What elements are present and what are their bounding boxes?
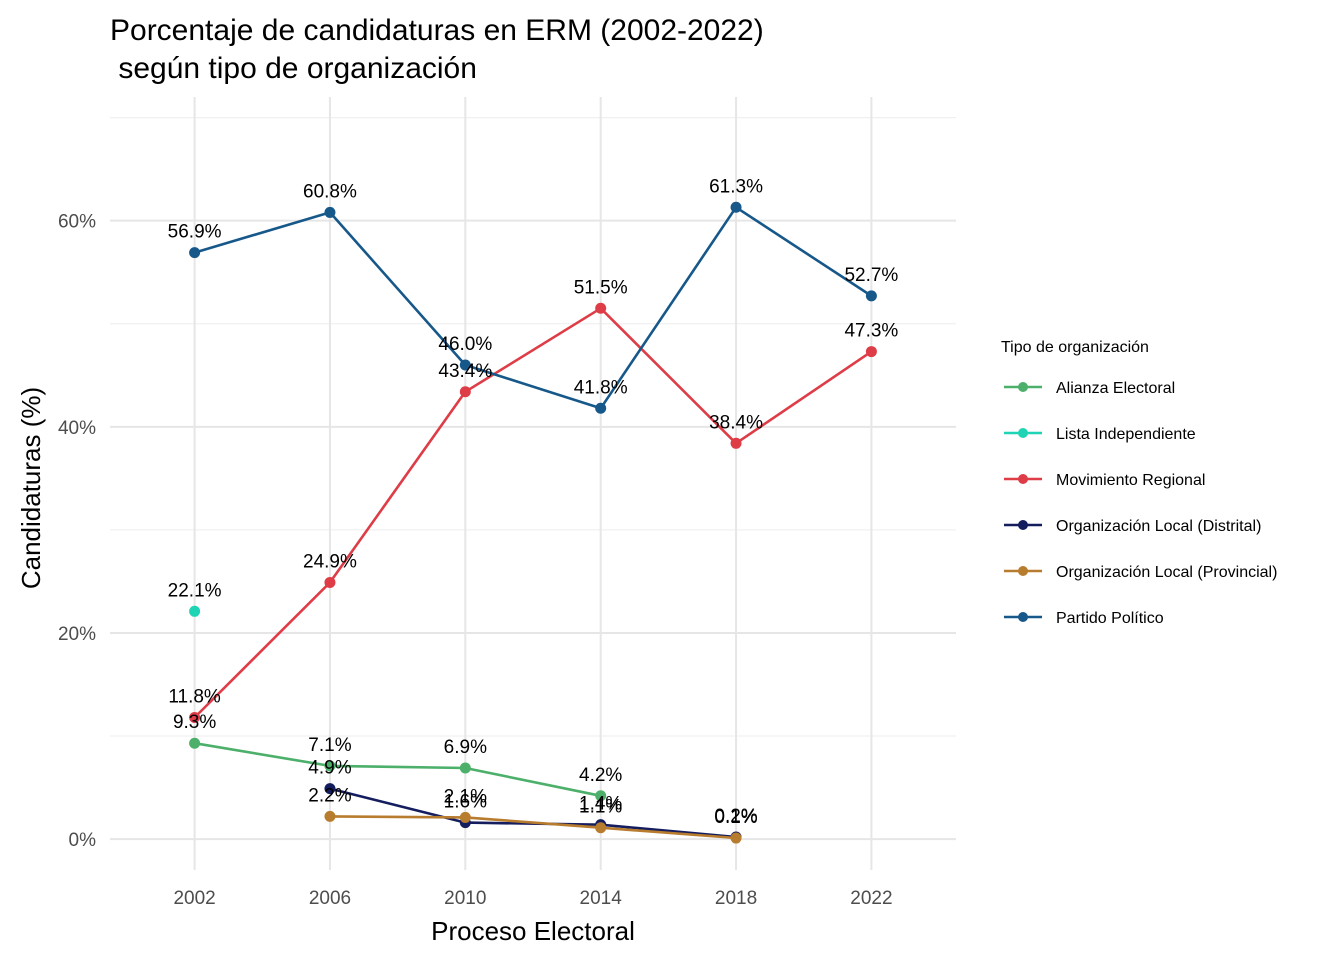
data-label: 38.4% [709, 412, 763, 433]
legend: Tipo de organización Alianza Electoral Li… [1001, 339, 1277, 627]
series-line [194, 741, 601, 798]
data-point [730, 437, 742, 449]
data-point [459, 762, 471, 774]
data-label: 22.1% [168, 580, 222, 601]
data-point [730, 201, 742, 213]
legend-item: Organización Local (Provincial) [1004, 564, 1277, 581]
data-point [595, 790, 607, 802]
series-lista-independiente [189, 605, 201, 617]
x-tick-label: 2014 [580, 888, 623, 909]
data-point [459, 359, 471, 371]
data-point [324, 576, 336, 588]
data-point [189, 711, 201, 723]
data-label: 6.9% [444, 737, 487, 758]
legend-key-point [1018, 520, 1028, 530]
series-partido-pol-tico [189, 201, 877, 414]
legend-label: Lista Independiente [1056, 426, 1196, 443]
data-label: 2.1% [444, 786, 487, 807]
data-label: 4.9% [308, 758, 351, 779]
legend-key-point [1018, 566, 1028, 576]
series-line [194, 206, 873, 410]
y-tick-label: 0% [69, 830, 97, 851]
y-tick-label: 20% [58, 624, 96, 645]
series-line [329, 815, 737, 840]
data-label: 43.4% [438, 361, 492, 382]
axes: Proceso Electoral Candidaturas (%) 0% 20%… [16, 212, 893, 946]
data-label: 24.9% [303, 551, 357, 572]
legend-item: Lista Independiente [1004, 426, 1196, 443]
data-label: 4.2% [579, 765, 622, 786]
x-tick-label: 2018 [715, 888, 757, 909]
data-label: 0.1% [714, 807, 757, 828]
data-point [324, 760, 336, 772]
data-label: 1.4% [579, 794, 622, 815]
x-tick-label: 2022 [850, 888, 892, 909]
data-label: 7.1% [308, 735, 351, 756]
data-point [189, 247, 201, 259]
chart-subtitle: según tipo de organización [110, 52, 477, 85]
legend-key-point [1018, 382, 1028, 392]
data-label: 47.3% [844, 321, 898, 342]
legend-label: Movimiento Regional [1056, 472, 1205, 489]
data-label: 51.5% [574, 277, 628, 298]
data-label: 41.8% [574, 377, 628, 398]
x-tick-label: 2010 [444, 888, 486, 909]
data-label: 46.0% [438, 334, 492, 355]
legend-item: Movimiento Regional [1004, 472, 1205, 489]
legend-item: Partido Político [1004, 610, 1164, 627]
data-label: 9.3% [173, 712, 216, 733]
legend-label: Partido Político [1056, 610, 1164, 627]
series-organizaci-n-local-provincial- [324, 810, 742, 844]
data-point [324, 206, 336, 218]
data-point [865, 346, 877, 358]
data-point [324, 783, 336, 795]
legend-key-point [1018, 428, 1028, 438]
x-tick-label: 2006 [309, 888, 351, 909]
data-point [595, 822, 607, 834]
series-line [193, 307, 873, 719]
data-point [730, 832, 742, 844]
series [189, 201, 877, 844]
data-label: 11.8% [168, 686, 221, 707]
x-tick-label: 2002 [173, 888, 215, 909]
legend-item: Alianza Electoral [1004, 380, 1175, 397]
y-axis-title: Candidaturas (%) [16, 387, 46, 589]
data-point [324, 810, 336, 822]
data-label: 60.8% [303, 181, 357, 202]
data-label: 1.1% [579, 797, 622, 818]
data-label: 2.2% [308, 785, 351, 806]
data-label: 56.9% [168, 222, 222, 243]
data-point [189, 605, 201, 617]
data-point [459, 811, 471, 823]
legend-label: Organización Local (Provincial) [1056, 564, 1277, 581]
legend-title: Tipo de organización [1001, 339, 1149, 356]
data-label: 52.7% [844, 265, 898, 286]
series-alianza-electoral [189, 737, 607, 802]
legend-key-point [1018, 474, 1028, 484]
data-label: 0.2% [714, 806, 757, 827]
data-label: 1.6% [444, 792, 487, 813]
data-point [459, 386, 471, 398]
legend-label: Organización Local (Distrital) [1056, 518, 1261, 535]
data-label: 61.3% [709, 176, 763, 197]
grid [110, 97, 956, 870]
data-point [595, 402, 607, 414]
legend-key-point [1018, 612, 1028, 622]
series-movimiento-regional [189, 302, 877, 723]
series-line [329, 787, 737, 839]
data-point [865, 290, 877, 302]
y-tick-label: 60% [58, 212, 96, 233]
data-point [595, 302, 607, 314]
chart-title: Porcentaje de candidaturas en ERM (2002-… [110, 14, 764, 47]
legend-label: Alianza Electoral [1056, 380, 1175, 397]
x-axis-title: Proceso Electoral [431, 916, 635, 946]
y-tick-label: 40% [58, 418, 96, 439]
data-labels: 9.3% 7.1% 6.9% 4.2% 22.1% 11.8% 24.9% 43.4% 51.5… [168, 176, 899, 828]
legend-item: Organización Local (Distrital) [1004, 518, 1261, 535]
data-point [189, 737, 201, 749]
